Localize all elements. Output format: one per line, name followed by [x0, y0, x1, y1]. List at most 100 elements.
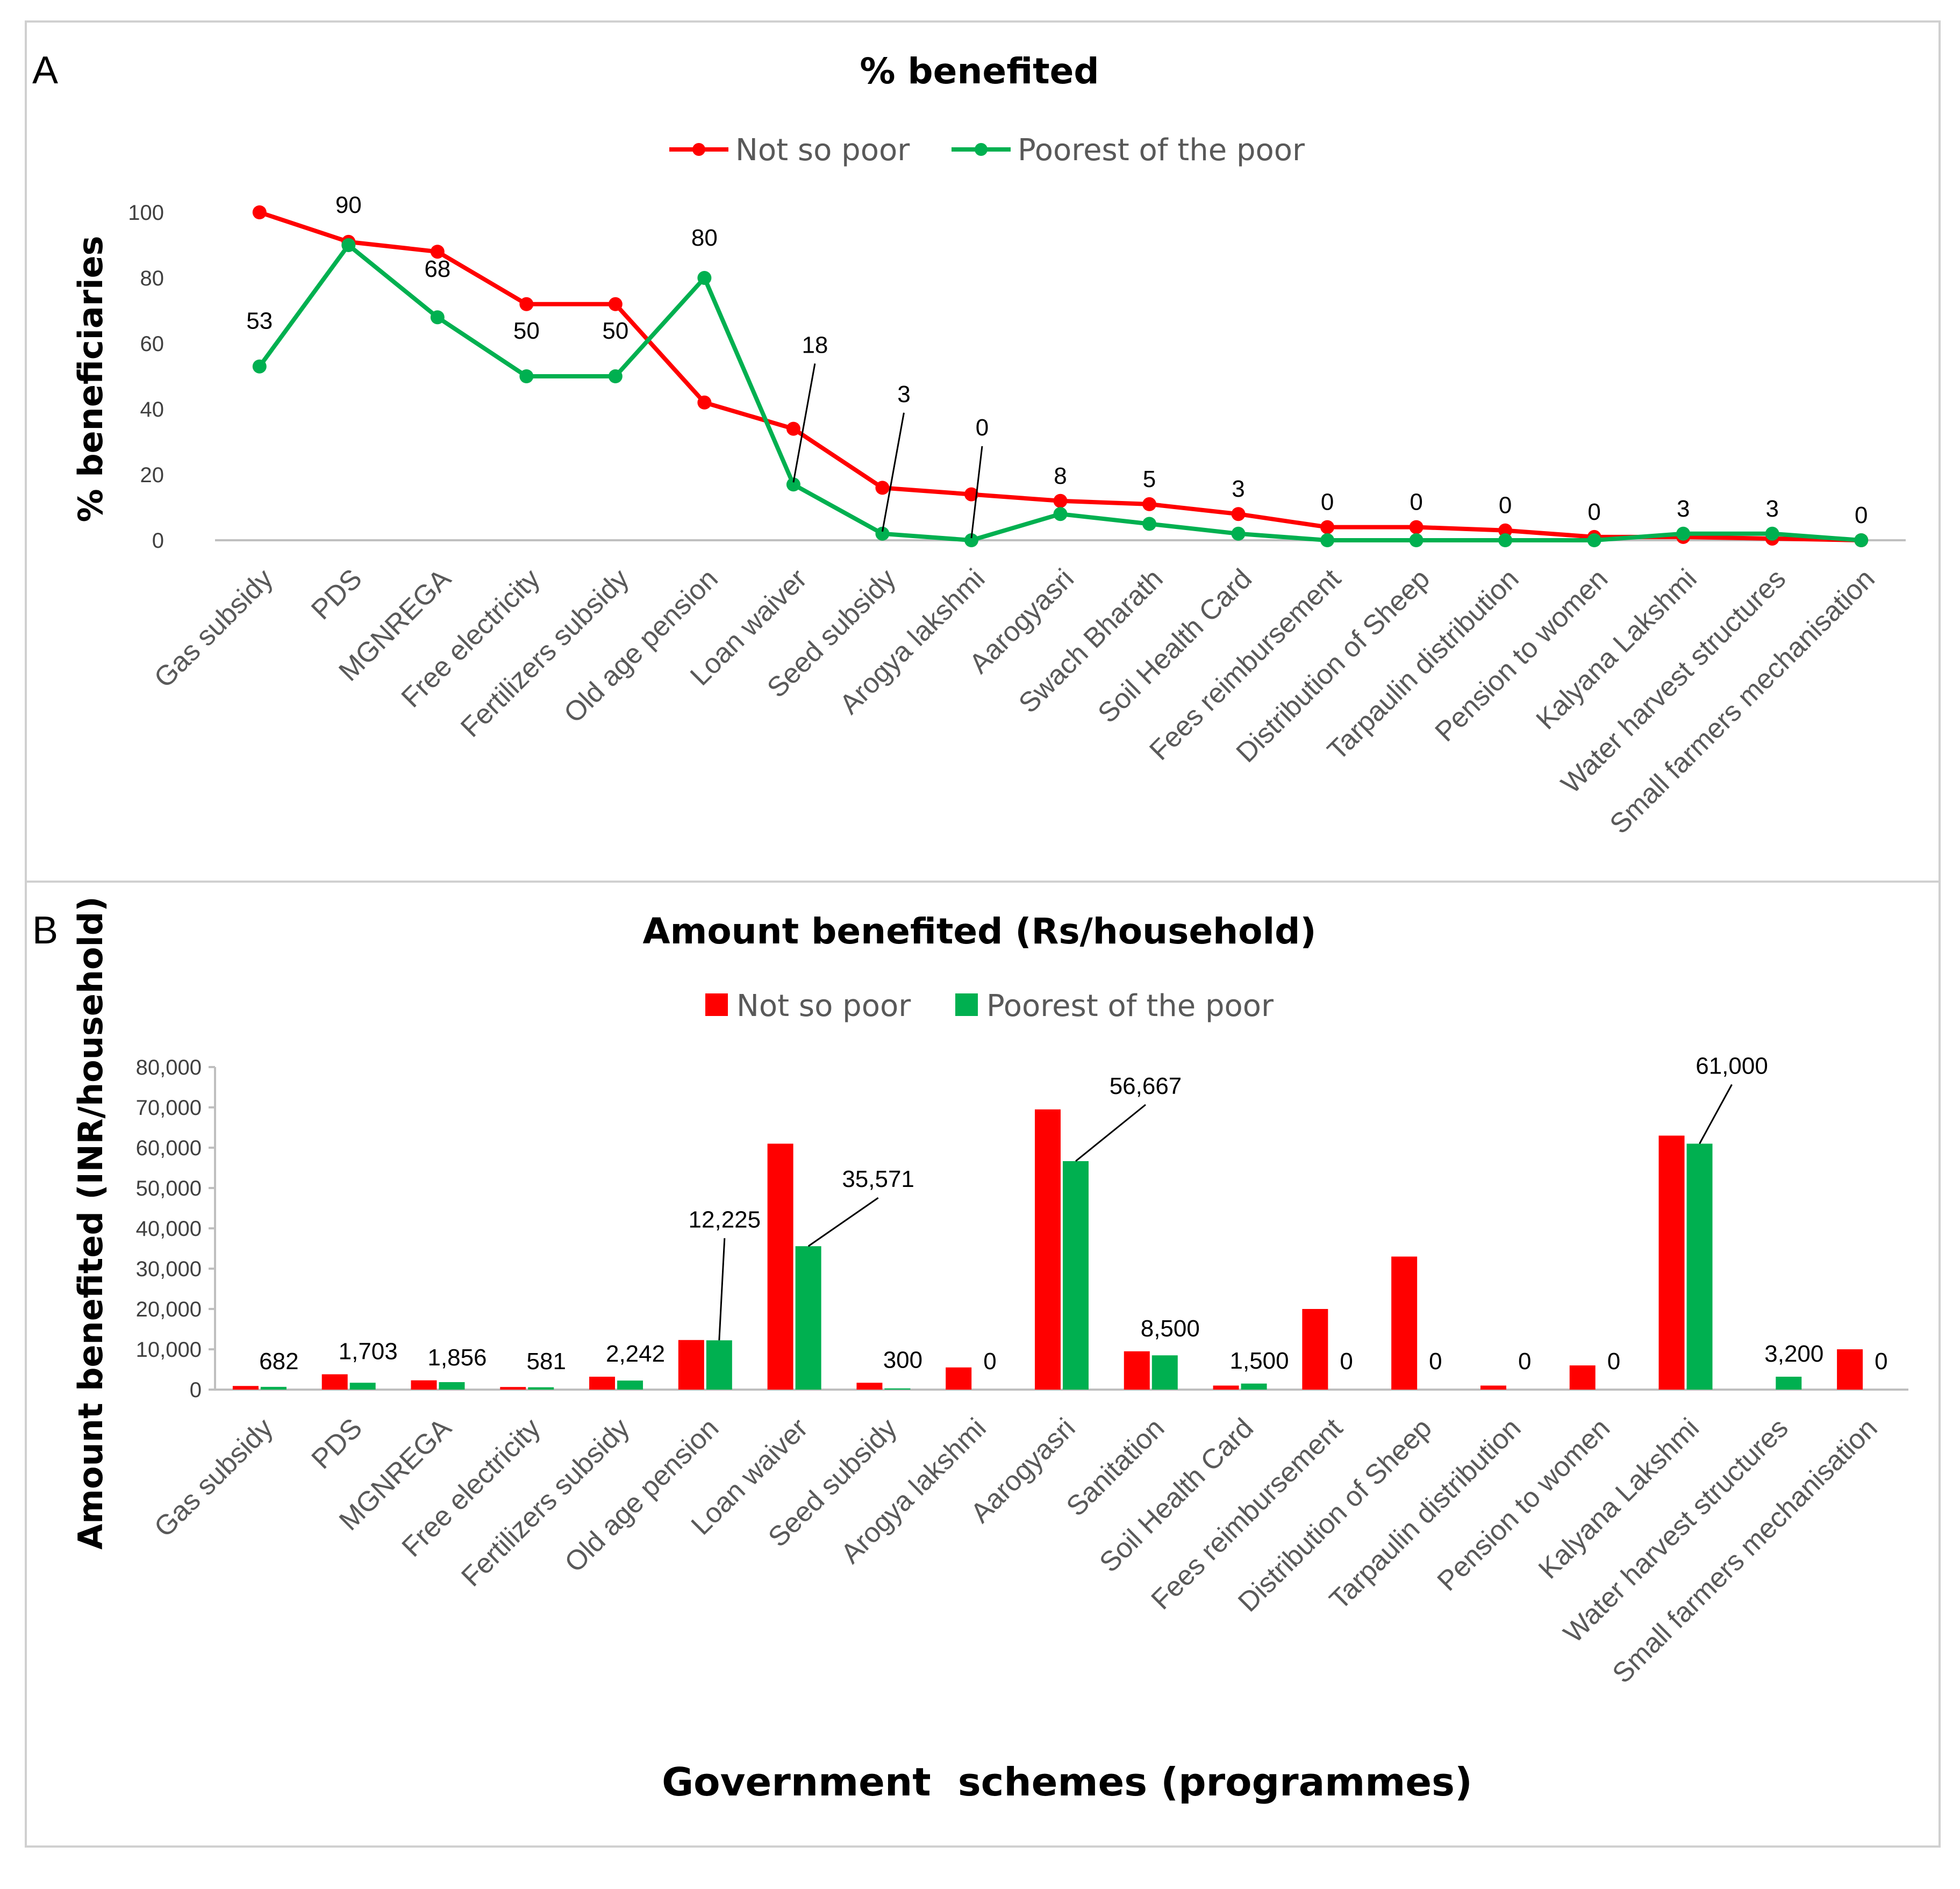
panel-b-bars	[232, 1109, 1863, 1390]
data-label-pds: 90	[335, 192, 362, 218]
y-tick-80-000: 80,000	[136, 1056, 202, 1079]
legend-swatch-not-so-poor	[705, 993, 728, 1016]
data-label-aarogyasri: 56,667	[1110, 1073, 1182, 1099]
y-tick-20: 20	[140, 463, 164, 487]
data-label-kalyana-lakshmi: 61,000	[1696, 1053, 1768, 1079]
data-label-small-farmers-mechanisation: 0	[1855, 502, 1868, 528]
data-label-soil-health-card: 3	[1232, 476, 1244, 502]
legend-label-poorest: Poorest of the poor	[986, 989, 1274, 1024]
bar-poorest-of-the-poor-free-electricity	[528, 1387, 554, 1390]
point-not-so-poor-soil-health-card	[1231, 507, 1246, 521]
x-axis-title: Government schemes (programmes)	[662, 1759, 1472, 1805]
bar-poorest-of-the-poor-gas-subsidy	[260, 1386, 287, 1390]
panel-b-axes	[209, 1066, 1908, 1391]
data-label-pension-to-women: 0	[1587, 499, 1600, 525]
data-label-kalyana-lakshmi: 3	[1677, 496, 1690, 522]
y-tick-80: 80	[140, 267, 164, 290]
panel-b-label: B	[32, 909, 58, 952]
data-label-old-age-pension: 12,225	[689, 1206, 761, 1233]
bar-poorest-of-the-poor-kalyana-lakshmi	[1686, 1143, 1713, 1390]
point-poorest-of-the-poor-old-age-pension	[697, 271, 712, 285]
data-label-free-electricity: 50	[513, 318, 540, 344]
bar-not-so-poor-loan-waiver	[767, 1143, 793, 1390]
point-not-so-poor-tarpaulin-distribution	[1498, 523, 1513, 538]
y-tick-0: 0	[190, 1378, 202, 1402]
data-label-seed-subsidy: 3	[897, 381, 910, 407]
point-not-so-poor-old-age-pension	[697, 395, 712, 410]
point-poorest-of-the-poor-kalyana-lakshmi	[1676, 526, 1691, 541]
point-not-so-poor-aarogyasri	[1053, 493, 1068, 508]
y-tick-40-000: 40,000	[136, 1217, 202, 1241]
bar-poorest-of-the-poor-water-harvest-structures	[1776, 1377, 1802, 1390]
bar-not-so-poor-gas-subsidy	[232, 1386, 259, 1390]
bar-not-so-poor-mgnrega	[411, 1380, 437, 1390]
legend-label-not-so-poor: Not so poor	[735, 133, 910, 168]
y-tick-20-000: 20,000	[136, 1298, 202, 1321]
point-not-so-poor-seed-subsidy	[875, 481, 890, 495]
point-not-so-poor-gas-subsidy	[252, 205, 267, 219]
panel-a-label: A	[32, 49, 58, 92]
panel-a-series	[252, 205, 1869, 547]
y-tick-60-000: 60,000	[136, 1136, 202, 1160]
data-label-loan-waiver: 35,571	[842, 1166, 914, 1192]
leader-line-aarogyasri	[1075, 1104, 1146, 1162]
panel-a-y-ticks: 0 20 40 60 80 100	[128, 201, 164, 553]
legend-label-not-so-poor: Not so poor	[736, 989, 911, 1024]
point-poorest-of-the-poor-mgnrega	[430, 310, 445, 325]
point-poorest-of-the-poor-loan-waiver	[786, 477, 800, 492]
data-label-old-age-pension: 80	[691, 225, 718, 251]
y-tick-100: 100	[128, 201, 164, 225]
bar-not-so-poor-tarpaulin-distribution	[1480, 1385, 1506, 1390]
y-tick-50-000: 50,000	[136, 1177, 202, 1200]
data-label-fees-reimbursement: 0	[1340, 1348, 1353, 1375]
point-poorest-of-the-poor-fertilizers-subsidy	[608, 369, 623, 383]
point-not-so-poor-loan-waiver	[786, 421, 800, 436]
data-label-fertilizers-subsidy: 50	[602, 318, 628, 344]
point-not-so-poor-fees-reimbursement	[1320, 520, 1335, 534]
bar-poorest-of-the-poor-sanitation	[1151, 1355, 1178, 1390]
bar-poorest-of-the-poor-seed-subsidy	[884, 1388, 911, 1390]
bar-not-so-poor-small-farmers-mechanisation	[1837, 1349, 1863, 1390]
panel-b-title: Amount benefited (Rs/household)	[642, 911, 1316, 952]
point-not-so-poor-arogya-lakshmi	[964, 487, 978, 502]
leader-line-old-age-pension	[718, 1238, 726, 1341]
data-label-gas-subsidy: 53	[246, 308, 273, 334]
point-poorest-of-the-poor-pension-to-women	[1587, 533, 1601, 547]
bar-not-so-poor-arogya-lakshmi	[946, 1367, 972, 1390]
data-label-tarpaulin-distribution: 0	[1499, 492, 1512, 519]
panel-b-y-ticks: 0 10,000 20,000 30,000 40,000 50,000 60,000 70,…	[136, 1056, 202, 1402]
bar-poorest-of-the-poor-loan-waiver	[795, 1246, 821, 1390]
point-poorest-of-the-poor-swach-bharath	[1142, 517, 1157, 531]
legend-marker-not-so-poor	[692, 143, 705, 156]
panel-a-title: % benefited	[860, 51, 1099, 92]
data-label-seed-subsidy: 300	[883, 1347, 922, 1373]
bar-poorest-of-the-poor-mgnrega	[439, 1382, 465, 1390]
point-poorest-of-the-poor-aarogyasri	[1053, 507, 1068, 521]
point-not-so-poor-free-electricity	[519, 297, 534, 311]
data-label-small-farmers-mechanisation: 0	[1875, 1348, 1887, 1375]
y-tick-70-000: 70,000	[136, 1096, 202, 1120]
bar-not-so-poor-kalyana-lakshmi	[1658, 1135, 1685, 1390]
bar-not-so-poor-pension-to-women	[1569, 1365, 1596, 1390]
bar-poorest-of-the-poor-old-age-pension	[706, 1340, 732, 1390]
data-label-arogya-lakshmi: 0	[983, 1348, 996, 1375]
point-poorest-of-the-poor-water-harvest-structures	[1765, 526, 1779, 541]
leader-line-kalyana-lakshmi	[1699, 1084, 1733, 1144]
panel-b-legend: Not so poor Poorest of the poor	[705, 989, 1274, 1024]
bar-not-so-poor-seed-subsidy	[856, 1383, 883, 1390]
point-poorest-of-the-poor-free-electricity	[519, 369, 534, 383]
legend-swatch-poorest	[955, 993, 978, 1016]
point-not-so-poor-swach-bharath	[1142, 497, 1157, 511]
legend-marker-poorest	[975, 143, 988, 156]
bar-not-so-poor-aarogyasri	[1035, 1109, 1061, 1390]
point-not-so-poor-mgnrega	[430, 245, 445, 259]
point-poorest-of-the-poor-pds	[341, 238, 356, 252]
data-label-mgnrega: 1,856	[427, 1344, 487, 1371]
bar-not-so-poor-sanitation	[1124, 1351, 1150, 1390]
data-label-free-electricity: 581	[527, 1348, 566, 1375]
data-label-tarpaulin-distribution: 0	[1518, 1348, 1531, 1375]
bar-poorest-of-the-poor-fertilizers-subsidy	[617, 1380, 643, 1390]
bar-not-so-poor-soil-health-card	[1213, 1385, 1239, 1390]
bar-not-so-poor-fees-reimbursement	[1302, 1309, 1328, 1390]
